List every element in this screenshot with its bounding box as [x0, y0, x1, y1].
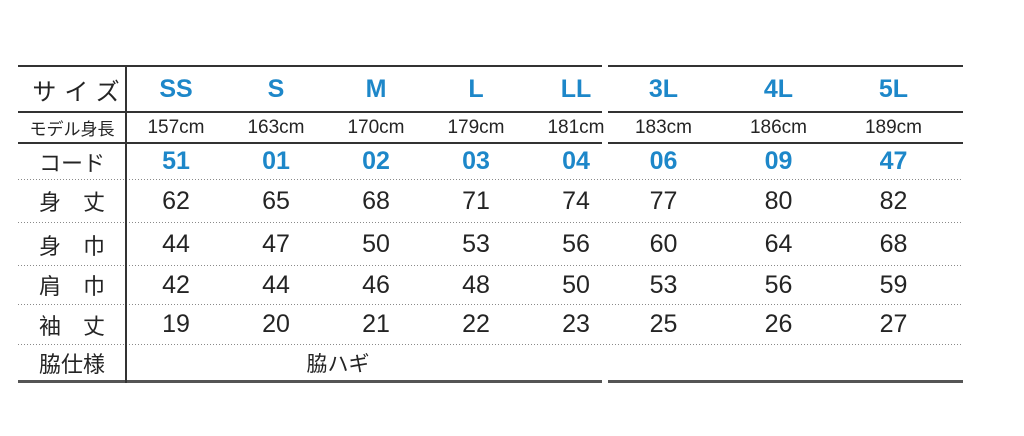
row-label-shoulder-width: 肩 巾: [38, 274, 105, 299]
code-cell: 04: [562, 147, 590, 175]
value-cell: 68: [879, 230, 908, 258]
size-group-right: 3L 4L 5L: [606, 66, 951, 112]
value-cell: 56: [764, 270, 793, 299]
size-cell-5l: 5L: [878, 74, 909, 103]
dotted-rule-1: [18, 179, 963, 180]
value-cell: 46: [362, 270, 390, 299]
value-cell: 19: [162, 310, 190, 338]
model-height-cell: 181cm: [547, 116, 605, 138]
code-cell: 01: [262, 147, 290, 175]
code-cell: 03: [462, 147, 490, 175]
side-spec-value: 脇ハギ: [306, 352, 370, 376]
model-height-row: モデル身長 157cm 163cm 170cm 179cm 181cm 183c…: [18, 113, 963, 142]
size-rule-right: [608, 111, 963, 113]
value-cell: 77: [649, 186, 678, 215]
dotted-rule-3: [18, 265, 963, 266]
value-cell: 22: [462, 310, 490, 338]
value-cell: 68: [362, 186, 390, 215]
side-spec-row: 脇仕様 脇ハギ: [18, 345, 963, 380]
code-cell: 06: [649, 147, 678, 175]
value-cell: 65: [262, 186, 290, 215]
size-cell-ll: LL: [560, 74, 592, 103]
size-header-row: サイズ SS S M L LL 3L 4L 5L: [18, 66, 963, 112]
value-cell: 60: [649, 230, 678, 258]
value-cell: 82: [879, 186, 908, 215]
size-cell-3l: 3L: [648, 74, 679, 103]
row-label-side-spec: 脇仕様: [38, 351, 105, 377]
model-height-cell: 157cm: [147, 116, 205, 138]
value-cell: 42: [162, 270, 190, 299]
code-cell: 02: [362, 147, 390, 175]
body-width-row: 身 巾 44 47 50 53 56 60 64 68: [18, 224, 963, 265]
size-rule-left: [18, 111, 602, 113]
top-rule-left: [18, 65, 602, 67]
value-cell: 20: [262, 310, 290, 338]
value-cell: 71: [462, 186, 490, 215]
model-height-cell: 179cm: [447, 116, 505, 138]
code-row: コード 51 01 02 03 04 06 09 47: [18, 144, 963, 179]
value-cell: 44: [162, 230, 190, 258]
code-cell: 47: [879, 147, 908, 175]
value-cell: 64: [764, 230, 793, 258]
model-height-cell: 163cm: [247, 116, 305, 138]
row-label-size: サイズ: [32, 78, 128, 106]
size-cell-m: M: [365, 74, 387, 103]
label-column-divider: [125, 65, 127, 383]
body-length-row: 身 丈 62 65 68 71 74 77 80 82: [18, 180, 963, 222]
size-cell-s: S: [267, 74, 285, 103]
value-cell: 53: [649, 270, 678, 299]
sleeve-length-row: 袖 丈 19 20 21 22 23 25 26 27: [18, 305, 963, 344]
value-cell: 47: [262, 230, 290, 258]
size-group-left: SS S M L LL: [126, 66, 626, 112]
row-label-sleeve-length: 袖 丈: [38, 313, 105, 339]
value-cell: 26: [764, 310, 793, 338]
value-cell: 74: [562, 186, 590, 215]
value-cell: 50: [562, 270, 590, 299]
row-label-model-height: モデル身長: [29, 120, 115, 139]
model-rule-left: [18, 142, 602, 144]
row-label-body-width: 身 巾: [38, 233, 105, 259]
top-rule-right: [608, 65, 963, 67]
shoulder-width-row: 肩 巾 42 44 46 48 50 53 56 59: [18, 266, 963, 304]
size-cell-l: L: [468, 74, 484, 103]
code-cell: 09: [764, 147, 793, 175]
code-cell: 51: [162, 147, 190, 175]
size-cell-4l: 4L: [763, 74, 794, 103]
value-cell: 27: [879, 310, 908, 338]
value-cell: 23: [562, 310, 590, 338]
dotted-rule-4: [18, 304, 963, 305]
model-rule-right: [608, 142, 963, 144]
row-label-body-length: 身 丈: [38, 190, 105, 215]
value-cell: 53: [462, 230, 490, 258]
value-cell: 21: [362, 310, 390, 338]
dotted-rule-5: [18, 344, 963, 345]
model-height-cell: 170cm: [347, 116, 405, 138]
model-height-cell: 189cm: [864, 116, 923, 138]
value-cell: 80: [764, 186, 793, 215]
value-cell: 25: [649, 310, 678, 338]
value-cell: 48: [462, 270, 490, 299]
bottom-rule-left: [18, 380, 602, 383]
value-cell: 62: [162, 186, 190, 215]
model-height-cell: 183cm: [634, 116, 693, 138]
row-label-code: コード: [38, 150, 105, 176]
size-cell-ss: SS: [159, 74, 193, 103]
value-cell: 50: [362, 230, 390, 258]
value-cell: 59: [879, 270, 908, 299]
value-cell: 44: [262, 270, 290, 299]
bottom-rule-right: [608, 380, 963, 383]
dotted-rule-2: [18, 222, 963, 223]
value-cell: 56: [562, 230, 590, 258]
model-height-cell: 186cm: [749, 116, 808, 138]
